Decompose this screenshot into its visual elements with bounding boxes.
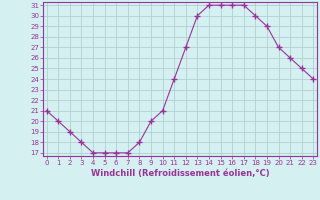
X-axis label: Windchill (Refroidissement éolien,°C): Windchill (Refroidissement éolien,°C) [91, 169, 269, 178]
